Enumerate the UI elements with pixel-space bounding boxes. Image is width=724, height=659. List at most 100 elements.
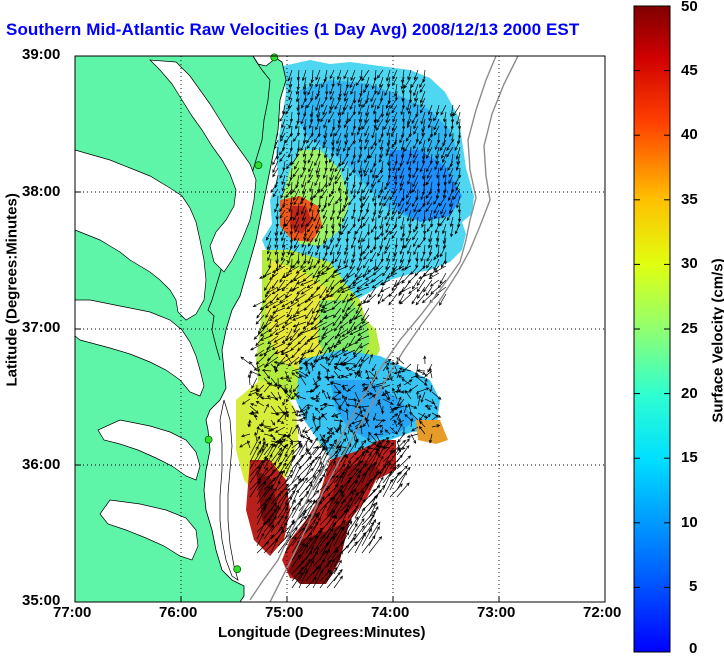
velocity-arrow [298, 436, 310, 456]
velocity-arrow [274, 230, 279, 242]
velocity-arrow [370, 223, 377, 234]
velocity-arrow [261, 321, 272, 330]
velocity-arrow [349, 97, 356, 111]
velocity-arrow [333, 490, 344, 505]
velocity-arrow [294, 223, 300, 234]
velocity-arrow [358, 237, 363, 250]
velocity-arrow [372, 104, 377, 115]
velocity-arrow [305, 545, 314, 561]
velocity-arrow [261, 368, 272, 373]
velocity-arrow [357, 90, 363, 104]
velocity-arrow [354, 518, 365, 533]
velocity-arrow [400, 104, 405, 116]
velocity-arrow [371, 209, 377, 223]
velocity-arrow [415, 375, 426, 379]
velocity-arrow [337, 407, 349, 414]
velocity-arrow [373, 432, 384, 437]
velocity-arrow [296, 286, 307, 295]
velocity-arrow [378, 195, 384, 207]
velocity-arrow [248, 419, 252, 428]
velocity-arrow [434, 125, 440, 136]
velocity-arrow [338, 188, 343, 203]
velocity-arrow [305, 551, 319, 568]
velocity-arrow [263, 403, 269, 414]
velocity-arrow [279, 111, 286, 122]
velocity-arrow [322, 437, 328, 449]
velocity-arrow [274, 223, 279, 237]
velocity-arrow [274, 349, 286, 355]
velocity-arrow [301, 69, 307, 82]
velocity-arrow [312, 500, 322, 519]
velocity-arrow [340, 508, 349, 526]
velocity-arrow [416, 279, 426, 293]
velocity-arrow [308, 167, 314, 178]
velocity-arrow [387, 90, 391, 105]
velocity-arrow [433, 111, 440, 122]
velocity-arrow [333, 550, 343, 568]
velocity-arrow [391, 125, 398, 137]
velocity-arrow [357, 153, 363, 164]
velocity-arrow [428, 230, 433, 243]
velocity-arrow [302, 118, 307, 131]
velocity-arrow [329, 244, 335, 256]
velocity-arrow [329, 125, 335, 138]
velocity-arrow [313, 188, 321, 199]
velocity-arrow [424, 404, 432, 408]
station-marker [204, 435, 213, 444]
velocity-arrow [272, 160, 279, 174]
velocity-arrow [355, 272, 370, 280]
velocity-arrow [256, 503, 267, 519]
velocity-arrow [368, 536, 383, 554]
velocity-arrow [312, 517, 321, 533]
velocity-arrow [326, 546, 339, 561]
velocity-arrow [298, 567, 307, 582]
velocity-arrow [358, 356, 370, 367]
map-title: Southern Mid-Atlantic Raw Velocities (1 … [6, 20, 580, 39]
velocity-arrow [284, 536, 297, 554]
velocity-arrow [375, 424, 384, 428]
velocity-arrow [426, 146, 433, 159]
velocity-arrow [428, 111, 433, 122]
velocity-arrow [291, 502, 301, 519]
velocity-arrow [265, 307, 272, 319]
velocity-arrow [313, 307, 321, 321]
velocity-arrow [454, 174, 461, 186]
velocity-arrow [379, 216, 384, 230]
velocity-arrow [389, 426, 398, 435]
velocity-arrow [264, 279, 272, 291]
velocity-arrow [333, 307, 342, 319]
velocity-arrow [449, 223, 454, 238]
velocity-arrow [279, 146, 286, 156]
velocity-arrow [315, 223, 321, 234]
velocity-arrow [336, 132, 342, 145]
velocity-arrow [349, 258, 356, 270]
velocity-arrow [426, 258, 433, 269]
velocity-arrow [295, 395, 307, 400]
velocity-arrow [399, 251, 405, 264]
velocity-arrow [373, 258, 377, 272]
velocity-arrow [300, 167, 307, 179]
velocity-arrow [281, 118, 286, 129]
velocity-arrow [361, 447, 370, 454]
velocity-arrow [427, 139, 433, 153]
velocity-arrow [406, 153, 412, 166]
velocity-arrow [364, 111, 370, 124]
velocity-arrow [354, 498, 366, 519]
velocity-arrow [337, 118, 342, 129]
velocity-arrow [403, 76, 412, 89]
velocity-arrow [383, 118, 391, 130]
velocity-arrow [300, 195, 307, 205]
velocity-arrow [298, 477, 308, 491]
velocity-arrow [446, 146, 454, 158]
velocity-arrow [448, 174, 454, 185]
velocity-arrow [306, 279, 321, 288]
velocity-arrow [407, 69, 412, 81]
velocity-arrow [253, 328, 265, 340]
velocity-arrow [336, 146, 342, 157]
velocity-arrow [250, 342, 265, 351]
velocity-arrow [333, 265, 349, 273]
velocity-arrow [448, 125, 454, 138]
velocity-arrow [305, 403, 314, 408]
velocity-arrow [340, 520, 353, 540]
velocity-arrow [398, 202, 405, 215]
